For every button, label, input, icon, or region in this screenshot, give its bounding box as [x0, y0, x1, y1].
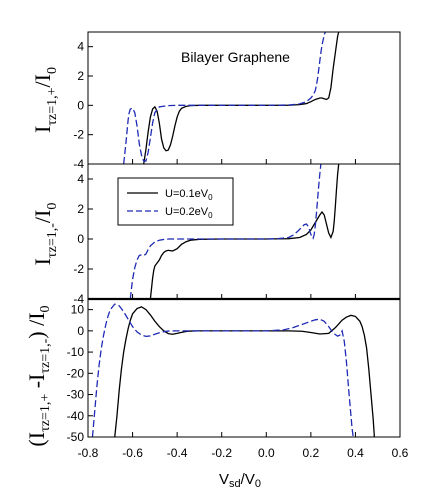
y-axis-label-middle-main: I: [30, 258, 55, 265]
y-axis-label-bottom-prefix: (I: [24, 432, 49, 447]
panel-frame-bottom: [87, 298, 401, 438]
x-tick-label-4: 0.0: [258, 446, 275, 460]
y-axis-label-top-sub2: 0: [45, 67, 60, 74]
y-tick-label-top-2: 0: [77, 98, 84, 112]
y-tick-label-bottom-4: -30: [67, 388, 85, 402]
y-axis-label-middle-sub: τz=1,-: [45, 223, 60, 258]
series-line-middle-1: [129, 164, 322, 299]
y-axis-label-bottom-s2: τz=1,-: [38, 338, 53, 373]
y-axis-label-middle: Iτz=1,-/I0: [30, 203, 60, 266]
y-tick-label-top-0: 4: [77, 40, 84, 54]
x-tick-label-3: -0.2: [211, 446, 232, 460]
legend-label-1-text: U=0.1eV: [165, 188, 209, 200]
y-tick-label-bottom-0: 10: [71, 303, 85, 317]
legend-box: [117, 177, 234, 226]
y-axis-label-bottom-mid: -I: [24, 374, 49, 394]
y-tick-label-bottom-2: -10: [67, 345, 85, 359]
legend: U=0.1eV0 U=0.2eV0: [117, 177, 234, 226]
y-tick-label-middle-1: 2: [77, 202, 84, 216]
legend-label-2: U=0.2eV0: [165, 206, 213, 220]
y-axis-label-bottom: (Iτz=1,+ -Iτz=1,-) /I0: [24, 305, 53, 446]
y-axis-label-top-sub: τz=1,+: [45, 87, 60, 125]
x-axis-label: Vsd/V0: [219, 471, 261, 490]
x-axis-label-sub2: 0: [255, 478, 261, 490]
y-tick-label-middle-2: 0: [77, 232, 84, 246]
y-tick-label-top-4: -4: [73, 157, 84, 171]
x-tick-label-5: 0.2: [303, 446, 320, 460]
y-axis-label-top-tail: /I: [30, 74, 55, 87]
y-tick-label-bottom-3: -20: [67, 366, 85, 380]
legend-label-1: U=0.1eV0: [165, 188, 213, 202]
series-line-bottom-0: [114, 306, 376, 437]
y-tick-label-middle-0: 4: [77, 172, 84, 186]
y-axis-label-top: Iτz=1,+/I0: [30, 67, 60, 133]
x-axis-label-main: V: [219, 471, 229, 488]
chart-annotation: Bilayer Graphene: [181, 49, 290, 65]
x-tick-label-0: -0.8: [78, 446, 99, 460]
legend-label-2-sub: 0: [208, 211, 213, 220]
x-axis-label-sub: sd: [229, 478, 241, 490]
x-tick-label-2: -0.4: [167, 446, 188, 460]
y-tick-label-top-1: 2: [77, 69, 84, 83]
x-axis-label-tail: /V: [241, 471, 255, 488]
x-tick-label-1: -0.6: [122, 446, 143, 460]
y-axis-label-bottom-s1: τz=1,+: [38, 394, 53, 432]
y-axis-label-middle-tail: /I: [30, 210, 55, 223]
series-layer: [91, 32, 376, 437]
y-axis-label-bottom-s3: 0: [38, 305, 53, 312]
y-tick-label-bottom-5: -40: [67, 409, 85, 423]
x-tick-label-7: 0.6: [392, 446, 409, 460]
y-tick-label-bottom-1: 0: [77, 324, 84, 338]
legend-label-2-text: U=0.2eV: [165, 206, 209, 218]
legend-label-1-sub: 0: [208, 193, 213, 202]
series-line-top-1: [123, 32, 327, 164]
x-tick-label-6: 0.4: [347, 446, 364, 460]
y-axis-label-bottom-tail: ) /I: [24, 312, 49, 338]
y-tick-label-bottom-6: -50: [67, 430, 85, 444]
y-axis-label-middle-sub2: 0: [45, 203, 60, 210]
y-tick-label-middle-4: -4: [73, 292, 84, 306]
y-axis-label-top-main: I: [30, 126, 55, 133]
y-tick-label-middle-3: -2: [73, 262, 84, 276]
y-tick-label-top-3: -2: [73, 128, 84, 142]
series-line-bottom-1: [91, 303, 354, 437]
